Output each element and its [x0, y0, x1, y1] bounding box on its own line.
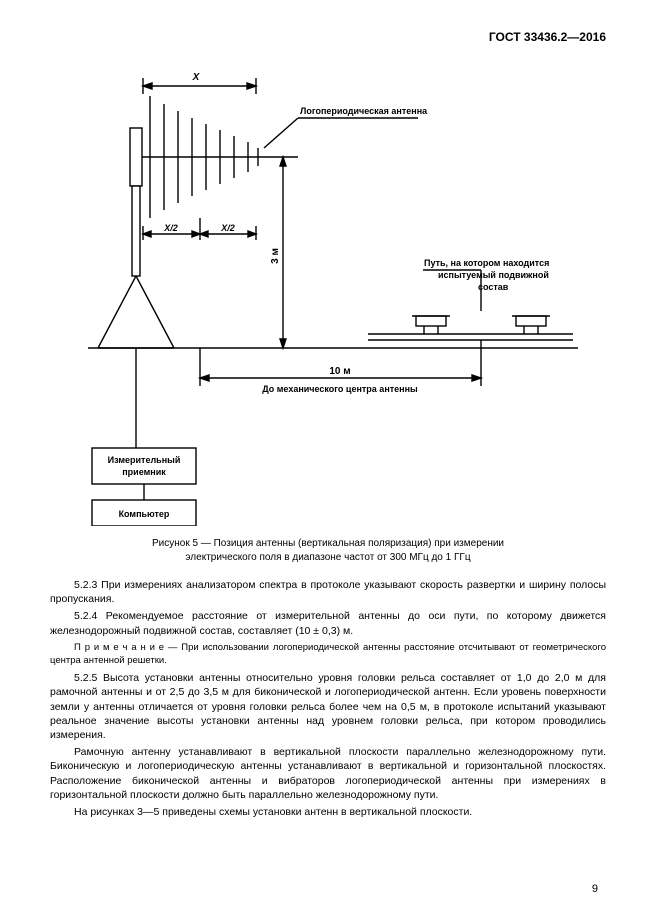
track-label-3: состав	[478, 282, 509, 292]
para-note: П р и м е ч а н и е — При использовании …	[50, 642, 606, 668]
para-5-2-3: 5.2.3 При измерениях анализатором спектр…	[50, 578, 606, 606]
page: ГОСТ 33436.2—2016 X	[0, 0, 646, 913]
body-text: 5.2.3 При измерениях анализатором спектр…	[50, 578, 606, 819]
page-number: 9	[592, 883, 598, 895]
height-label: 3 м	[270, 248, 281, 264]
para-5-2-4: 5.2.4 Рекомендуемое расстояние от измери…	[50, 609, 606, 637]
receiver-label-2: приемник	[122, 467, 166, 477]
track-label-2: испытуемый подвижной	[438, 270, 549, 280]
figure-caption-l2: электрического поля в диапазоне частот о…	[185, 552, 470, 563]
computer-label: Компьютер	[119, 509, 170, 519]
receiver-label-1: Измерительный	[108, 455, 181, 465]
diagram-svg: X Логопериодическая антенна	[68, 56, 588, 526]
figure-diagram: X Логопериодическая антенна	[68, 56, 588, 531]
figure-caption-l1: Рисунок 5 — Позиция антенны (вертикальна…	[152, 538, 504, 549]
para-5-2-5: 5.2.5 Высота установки антенны относител…	[50, 671, 606, 742]
para-5-2-5b: Рамочную антенну устанавливают в вертика…	[50, 745, 606, 802]
antenna-label: Логопериодическая антенна	[300, 106, 428, 116]
doc-id: ГОСТ 33436.2—2016	[489, 30, 606, 44]
dist-sub-label: До механического центра антенны	[262, 384, 418, 394]
label-x2-right: X/2	[220, 223, 235, 233]
doc-header: ГОСТ 33436.2—2016	[50, 30, 606, 44]
label-x2-left: X/2	[163, 223, 178, 233]
dist-label: 10 м	[329, 366, 350, 377]
label-x: X	[192, 72, 201, 83]
figure-caption: Рисунок 5 — Позиция антенны (вертикальна…	[50, 537, 606, 564]
para-5-2-5c: На рисунках 3—5 приведены схемы установк…	[50, 805, 606, 819]
track-label-1: Путь, на котором находится	[424, 258, 549, 268]
